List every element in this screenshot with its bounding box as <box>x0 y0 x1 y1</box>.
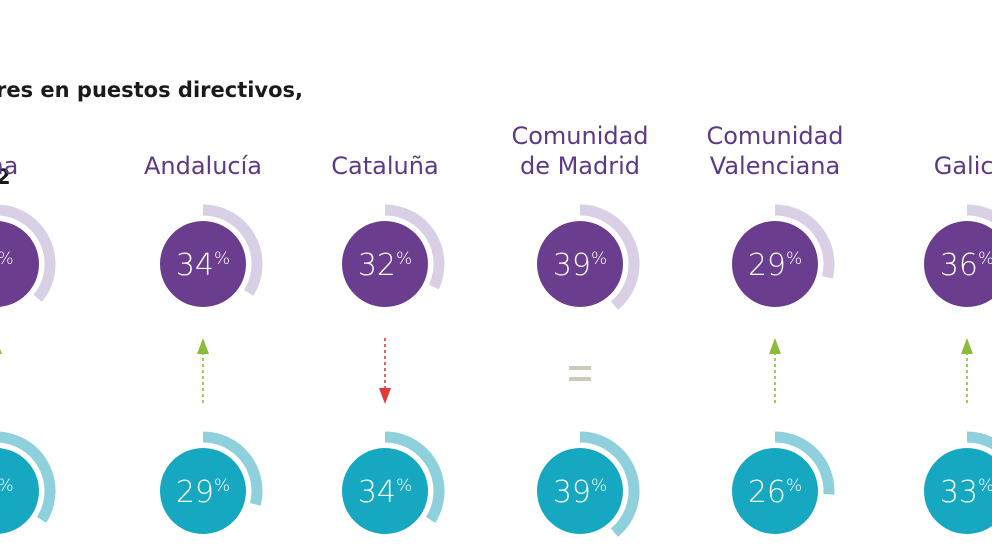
bottom-value-label-5: 33% <box>940 475 992 510</box>
bottom-donut-1: 29% <box>160 431 263 534</box>
bottom-value-label-1: 29% <box>176 475 230 510</box>
bottom-disk-4 <box>732 448 818 534</box>
region-label-0-0: aña <box>0 152 18 180</box>
top-arc-4 <box>774 204 835 279</box>
region-label-5-0: Galici <box>934 152 992 180</box>
top-arc-1 <box>202 204 263 296</box>
top-disk-1 <box>160 221 246 307</box>
bottom-value-label-2: 34% <box>358 475 412 510</box>
bottom-arc-4 <box>774 431 835 495</box>
top-donut-2: 32% <box>342 204 445 307</box>
bottom-arc-5 <box>966 431 992 450</box>
bottom-arc-0 <box>0 431 56 523</box>
top-value-label-1: 34% <box>176 248 230 283</box>
region-label-4-0: Comunidad <box>706 122 843 150</box>
bottom-arc-3 <box>579 431 640 537</box>
top-value-label-3: 39% <box>553 248 607 283</box>
top-value-label-0: 5% <box>0 248 14 283</box>
bottom-disk-2 <box>342 448 428 534</box>
bottom-disk-0 <box>0 448 39 534</box>
top-arc-3 <box>579 204 640 310</box>
top-disk-3 <box>537 221 623 307</box>
region-label-3-0: Comunidad <box>511 122 648 150</box>
chart-title-line-1: res en puestos directivos, <box>0 78 304 102</box>
top-arc-2 <box>384 204 445 290</box>
bottom-disk-3 <box>537 448 623 534</box>
trend-equal-bar-bottom-3 <box>569 377 591 381</box>
top-arc-0 <box>0 204 56 302</box>
region-label-2-0: Cataluña <box>331 152 438 180</box>
region-label-4-1: Valenciana <box>710 152 840 180</box>
top-disk-2 <box>342 221 428 307</box>
top-donut-0: 5% <box>0 204 56 307</box>
trend-up-arrowhead-0 <box>0 348 2 354</box>
top-value-label-5: 36% <box>940 248 992 283</box>
bottom-value-label-4: 26% <box>748 475 802 510</box>
top-value-label-2: 32% <box>358 248 412 283</box>
bottom-disk-5 <box>924 448 992 534</box>
top-disk-5 <box>924 221 992 307</box>
trend-up-arrowhead-4 <box>769 338 781 354</box>
trend-up-arrowhead-5 <box>961 338 973 354</box>
bottom-donut-0: 4% <box>0 431 56 534</box>
bottom-donut-4: 26% <box>732 431 835 534</box>
bottom-donut-2: 34% <box>342 431 445 534</box>
trend-equal-3 <box>569 366 591 381</box>
top-value-label-4: 29% <box>748 248 802 283</box>
trend-up-arrowhead-1 <box>197 338 209 354</box>
bottom-arc-2 <box>384 431 445 523</box>
top-donut-3: 39% <box>537 204 640 310</box>
bottom-value-label-0: 4% <box>0 475 14 510</box>
bottom-donut-3: 39% <box>537 431 640 537</box>
top-disk-4 <box>732 221 818 307</box>
bottom-disk-1 <box>160 448 246 534</box>
bottom-donut-5: 33% <box>924 431 992 534</box>
trend-down-arrowhead-2 <box>379 388 391 404</box>
chart-title-line-2: 2 <box>0 165 11 189</box>
region-label-3-1: de Madrid <box>520 152 640 180</box>
top-arc-5 <box>966 204 992 223</box>
region-label-1-0: Andalucía <box>144 152 262 180</box>
chart-title: res en puestos directivos, 2 <box>0 18 303 221</box>
top-donut-4: 29% <box>732 204 835 307</box>
top-donut-5: 36% <box>924 204 992 307</box>
trend-equal-bar-top-3 <box>569 366 591 370</box>
bottom-value-label-3: 39% <box>553 475 607 510</box>
top-disk-0 <box>0 221 39 307</box>
bottom-arc-1 <box>202 431 263 506</box>
top-donut-1: 34% <box>160 204 263 307</box>
